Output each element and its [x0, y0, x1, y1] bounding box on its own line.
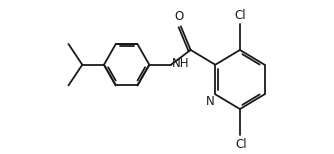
Text: NH: NH	[172, 57, 189, 70]
Text: O: O	[174, 10, 183, 23]
Text: Cl: Cl	[234, 9, 246, 22]
Text: N: N	[205, 95, 214, 108]
Text: Cl: Cl	[235, 138, 247, 151]
